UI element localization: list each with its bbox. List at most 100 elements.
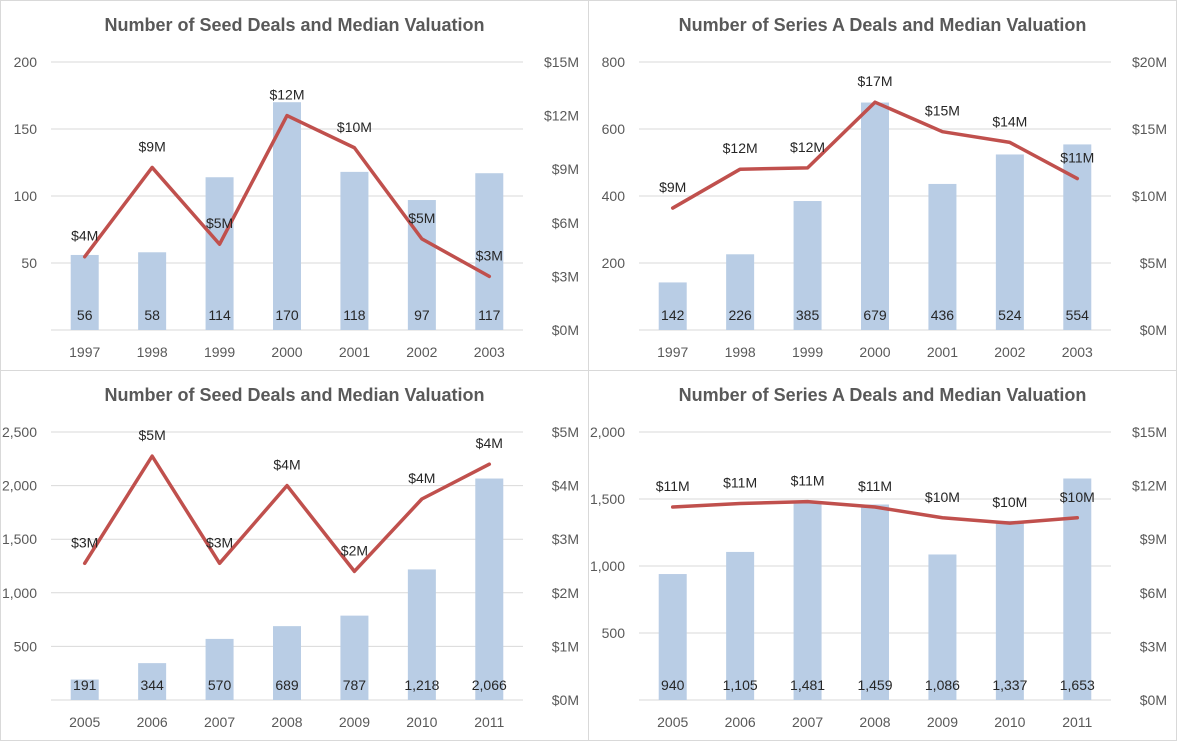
y-tick-label: 2,000 — [2, 478, 37, 494]
chart-plot: 500 1,000 1,500 2,000 2,500 $0M $1M $2M $3M $4M $5… — [2, 424, 579, 730]
line-value-label: $10M — [925, 489, 960, 505]
y-tick-label: 400 — [602, 188, 626, 204]
x-tick-label: 2010 — [994, 714, 1025, 730]
bar — [793, 201, 822, 330]
line-value-label: $9M — [659, 179, 686, 195]
line-value-label: $11M — [858, 478, 892, 494]
y2-tick-label: $0M — [1140, 322, 1167, 338]
x-tick-label: 1999 — [204, 344, 235, 360]
line-value-label: $2M — [341, 542, 368, 558]
y2-tick-label: $15M — [1132, 121, 1167, 137]
x-tick-label: 2007 — [792, 714, 823, 730]
line-value-label: $3M — [476, 247, 503, 263]
bar — [273, 102, 301, 330]
y2-tick-label: $9M — [552, 161, 579, 177]
bar-value-label: 1,459 — [857, 677, 892, 693]
x-tick-label: 2000 — [859, 344, 890, 360]
y-tick-label: 1,500 — [2, 531, 37, 547]
line-series — [82, 454, 492, 574]
y2-tick-label: $4M — [552, 478, 579, 494]
line-value-label: $10M — [1060, 489, 1095, 505]
line-value-label: $3M — [206, 534, 233, 550]
y2-tick-label: $6M — [552, 215, 579, 231]
bar-value-label: 118 — [343, 307, 366, 323]
y2-tick-label: $3M — [552, 531, 579, 547]
line-value-label: $10M — [992, 494, 1027, 510]
bar — [861, 102, 889, 330]
bar — [70, 679, 99, 700]
bar-value-label: 56 — [77, 307, 93, 323]
bar-value-label: 170 — [275, 307, 299, 323]
bar — [726, 254, 755, 330]
y2-tick-label: $3M — [1140, 638, 1167, 654]
x-tick-label: 2006 — [725, 714, 756, 730]
bar — [138, 663, 167, 700]
y-tick-label: 100 — [14, 188, 38, 204]
x-tick-label: 2009 — [927, 714, 958, 730]
chart-plot: 200 400 600 800 $0M $5M $10M $15M $20M 1997 1998 19… — [602, 54, 1167, 360]
bar — [205, 638, 234, 700]
line-value-label: $5M — [408, 210, 435, 226]
bar-value-label: 1,653 — [1060, 677, 1095, 693]
chart-title: Number of Series A Deals and Median Valu… — [678, 385, 1087, 405]
line-value-label: $11M — [656, 478, 690, 494]
line-value-label: $15M — [925, 103, 960, 119]
line-value-label: $3M — [71, 534, 98, 550]
line-series — [82, 113, 492, 279]
y-tick-label: 200 — [602, 255, 626, 271]
bar-value-label: 344 — [140, 677, 164, 693]
line-value-label: $5M — [139, 427, 166, 443]
y-tick-label: 2,000 — [590, 424, 625, 440]
line-value-label: $9M — [139, 138, 166, 154]
bar — [205, 177, 234, 330]
y-tick-label: 1,000 — [590, 558, 625, 574]
bar — [475, 478, 504, 700]
x-tick-label: 2002 — [406, 344, 437, 360]
bar — [928, 183, 957, 330]
bar — [138, 252, 167, 330]
bar — [658, 282, 687, 330]
x-tick-label: 2001 — [927, 344, 958, 360]
line-value-label: $4M — [71, 228, 98, 244]
line-value-label: $10M — [337, 119, 372, 135]
line-value-label: $12M — [790, 139, 825, 155]
y2-tick-label: $5M — [552, 424, 579, 440]
bar-value-label: 2,066 — [472, 677, 507, 693]
y2-tick-label: $12M — [1132, 478, 1167, 494]
x-tick-label: 1997 — [69, 344, 100, 360]
bar — [475, 173, 504, 330]
y2-tick-label: $10M — [1132, 188, 1167, 204]
line-value-label: $12M — [269, 87, 304, 103]
chart-title: Number of Seed Deals and Median Valuatio… — [104, 15, 485, 35]
chart-panel-seed-1997-2003: Number of Seed Deals and Median Valuatio… — [0, 0, 589, 371]
bar-value-label: 385 — [796, 307, 820, 323]
bar-value-label: 58 — [144, 307, 160, 323]
x-tick-label: 2001 — [339, 344, 370, 360]
y-tick-label: 1,500 — [590, 491, 625, 507]
y2-tick-label: $0M — [552, 692, 579, 708]
bar-value-label: 117 — [478, 307, 501, 323]
x-tick-label: 2006 — [137, 714, 168, 730]
y2-tick-label: $6M — [1140, 585, 1167, 601]
bar-value-label: 679 — [863, 307, 887, 323]
y2-tick-label: $12M — [544, 108, 579, 124]
x-tick-label: 2010 — [406, 714, 437, 730]
x-tick-label: 2011 — [1062, 714, 1092, 730]
line-value-label: $11M — [1060, 150, 1094, 166]
bar-value-label: 97 — [414, 307, 430, 323]
y-tick-label: 200 — [14, 54, 38, 70]
bar-value-label: 114 — [208, 307, 231, 323]
x-tick-label: 1998 — [137, 344, 168, 360]
y2-tick-label: $1M — [552, 638, 579, 654]
bar — [995, 154, 1024, 330]
bar-value-label: 1,086 — [925, 677, 960, 693]
x-tick-label: 2009 — [339, 714, 370, 730]
bar-value-label: 142 — [661, 307, 685, 323]
y2-tick-label: $20M — [1132, 54, 1167, 70]
y2-tick-label: $0M — [552, 322, 579, 338]
y-tick-label: 500 — [602, 625, 626, 641]
x-tick-label: 2007 — [204, 714, 235, 730]
y2-tick-label: $3M — [552, 268, 579, 284]
line-value-label: $5M — [206, 215, 233, 231]
y2-tick-label: $0M — [1140, 692, 1167, 708]
